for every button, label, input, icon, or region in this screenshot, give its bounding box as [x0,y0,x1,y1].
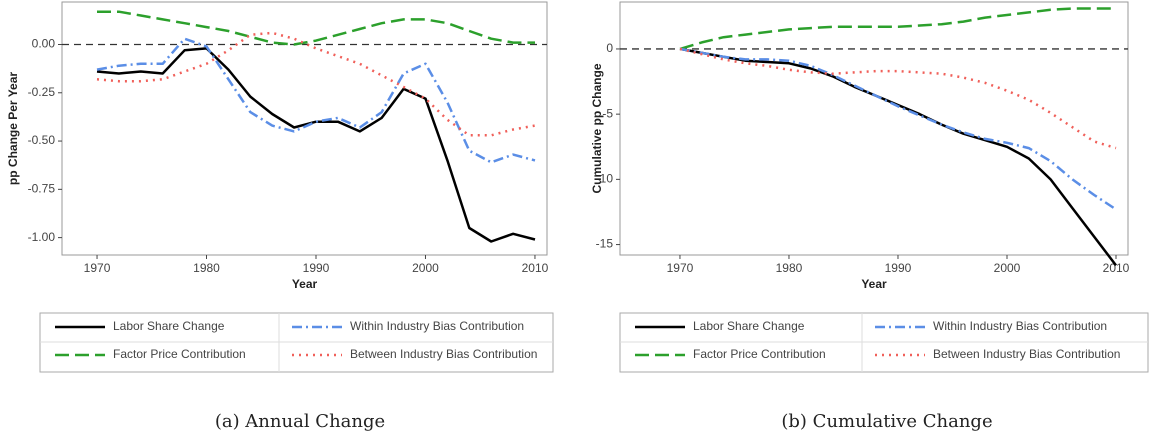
caption: (a) Annual Change [215,411,385,432]
x-tick-label: 2000 [994,261,1021,275]
x-axis-label: Year [292,277,318,291]
y-tick-label: -0.50 [28,133,56,147]
y-tick-label: 0.00 [32,37,56,51]
plot-area [61,1,548,256]
y-tick-label: -1.00 [28,230,56,244]
x-axis-label: Year [861,277,887,291]
y-axis-label: Cumulative pp Change [590,63,604,193]
legend-label: Factor Price Contribution [693,347,826,361]
y-tick-label: -0.75 [28,182,56,196]
series-line [96,47,536,243]
legend-label: Within Industry Bias Contribution [933,319,1107,333]
caption: (b) Cumulative Change [781,411,992,432]
x-tick-label: 1970 [667,261,694,275]
legend-label: Labor Share Change [693,319,805,333]
x-tick-label: 1990 [885,261,912,275]
y-tick-label: -0.25 [28,85,56,99]
legend-label: Between Industry Bias Contribution [933,347,1120,361]
legend-label: Factor Price Contribution [113,347,246,361]
x-tick-label: 1970 [84,261,111,275]
x-tick-label: 1980 [776,261,803,275]
series-line [97,10,535,46]
x-tick-label: 1990 [303,261,330,275]
series-line [679,7,1116,51]
y-tick-label: 0 [606,41,613,55]
series-line [96,37,536,164]
legend-label: Within Industry Bias Contribution [350,319,524,333]
series-line [679,47,1117,211]
legend-label: Between Industry Bias Contribution [350,347,537,361]
x-tick-label: 2010 [522,261,549,275]
x-tick-label: 2000 [412,261,439,275]
y-tick-label: -10 [596,172,614,186]
legend-label: Labor Share Change [113,319,225,333]
y-tick-label: -5 [602,106,613,120]
y-tick-label: -15 [596,237,614,251]
x-tick-label: 1980 [193,261,220,275]
x-tick-label: 2010 [1103,261,1130,275]
plot-area [619,1,1129,256]
y-axis-label: pp Change Per Year [6,72,20,185]
series-line [679,47,1117,150]
